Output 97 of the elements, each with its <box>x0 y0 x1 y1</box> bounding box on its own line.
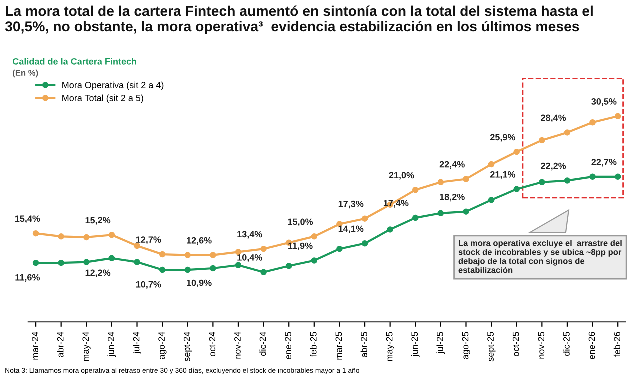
point <box>58 260 64 266</box>
point <box>84 234 90 241</box>
point <box>514 186 520 192</box>
x-tick-label: oct-25 <box>512 332 520 356</box>
data-label: 21,1% <box>490 171 516 180</box>
x-tick-label: jun-25 <box>411 332 420 358</box>
point <box>32 230 40 237</box>
point <box>311 258 318 264</box>
data-label: 11,9% <box>288 242 313 251</box>
x-tick-label: abr-25 <box>360 332 368 358</box>
point <box>514 148 520 156</box>
point <box>184 266 191 274</box>
data-label: 11,6% <box>16 274 40 282</box>
x-tick-label: dic-25 <box>563 332 570 356</box>
data-label: 15,4% <box>15 216 40 224</box>
legend-label: Mora Total (sit 2 a 5) <box>62 94 144 104</box>
point <box>210 265 216 272</box>
annotation: La mora operativa excluye el arrastre del stock de incobrables y se ubica ~8pp por debajo de la total con signos de estabilización <box>458 240 622 274</box>
point <box>539 137 546 144</box>
data-label: 13,4% <box>238 231 262 239</box>
point <box>84 259 90 266</box>
point <box>32 260 40 266</box>
x-tick-label: nov-25 <box>538 332 545 359</box>
point <box>260 269 267 276</box>
point <box>614 113 622 120</box>
point <box>590 119 596 126</box>
data-label: 22,4% <box>440 161 465 170</box>
point <box>336 246 343 252</box>
x-tick-label: feb-26 <box>614 332 621 358</box>
point <box>134 259 140 266</box>
x-tick-label: jul-24 <box>133 332 142 354</box>
x-tick-label: dic-24 <box>260 332 266 356</box>
point <box>488 161 495 168</box>
y-axis-title: (En %) <box>13 70 38 78</box>
point <box>235 249 242 256</box>
point <box>286 263 292 270</box>
point <box>463 176 470 182</box>
point <box>438 210 444 217</box>
point <box>438 179 444 186</box>
point <box>412 186 419 194</box>
data-label: 15,2% <box>86 217 111 225</box>
point <box>614 174 622 180</box>
point <box>210 252 216 258</box>
point <box>590 174 596 180</box>
data-label: 12,6% <box>187 237 212 246</box>
point <box>488 197 495 204</box>
data-label: 18,2% <box>440 194 465 202</box>
x-tick-label: jul-25 <box>436 332 446 354</box>
data-label: 22,7% <box>592 159 617 167</box>
data-label: 15,0% <box>288 218 314 226</box>
x-tick-label: nov-24 <box>234 332 241 359</box>
data-label: 10,7% <box>136 281 162 290</box>
x-tick-label: abr-24 <box>57 332 64 358</box>
point <box>463 208 470 215</box>
x-tick-label: sept-24 <box>184 332 192 362</box>
data-label: 30,5% <box>592 98 617 106</box>
point <box>412 214 419 222</box>
x-tick-label: oct-24 <box>209 332 216 356</box>
point <box>108 232 116 238</box>
x-tick-label: ago-24 <box>158 332 167 360</box>
chart-subtitle: Calidad de la Cartera Fintech <box>13 58 136 65</box>
point <box>159 251 166 258</box>
point <box>564 130 571 136</box>
data-label: 21,0% <box>389 172 414 180</box>
data-label: 12,2% <box>86 270 111 278</box>
point <box>184 252 191 258</box>
x-tick-label: mar-24 <box>32 332 38 360</box>
x-tick-label: sept-25 <box>488 332 496 362</box>
x-tick-label: mar-25 <box>336 332 342 360</box>
legend-label: Mora Operativa (sit 2 a 4) <box>62 82 164 90</box>
data-label: 14,1% <box>338 226 364 234</box>
data-label: 17,3% <box>338 200 364 209</box>
point <box>311 234 318 240</box>
point <box>58 234 64 240</box>
x-tick-label: may-24 <box>82 332 91 362</box>
point <box>539 179 546 186</box>
point <box>159 266 166 274</box>
point <box>387 226 394 233</box>
point <box>362 240 368 247</box>
x-tick-label: ago-25 <box>462 332 470 360</box>
point <box>564 178 571 184</box>
data-label: 12,7% <box>136 236 162 244</box>
x-tick-label: feb-25 <box>310 332 317 358</box>
point <box>260 246 267 252</box>
x-tick-label: ene-25 <box>285 332 292 360</box>
point <box>362 216 368 222</box>
x-tick-label: ene-26 <box>588 332 596 360</box>
data-label: 25,9% <box>490 134 516 142</box>
point <box>235 262 242 269</box>
data-label: 10,9% <box>187 280 212 288</box>
x-tick-label: jun-24 <box>108 332 116 358</box>
data-label: 28,4% <box>541 114 566 122</box>
chart-title: La mora total de la cartera Fintech aumentó en sintonía con la total del sistema hasta el 30,5%, no obstante, la mora operativa³ evidencia estabilización en los últimos meses <box>5 6 593 34</box>
point <box>108 255 116 262</box>
data-label: 22,2% <box>541 162 566 171</box>
x-tick-label: may-25 <box>386 332 395 362</box>
data-label: 10,4% <box>238 254 262 262</box>
